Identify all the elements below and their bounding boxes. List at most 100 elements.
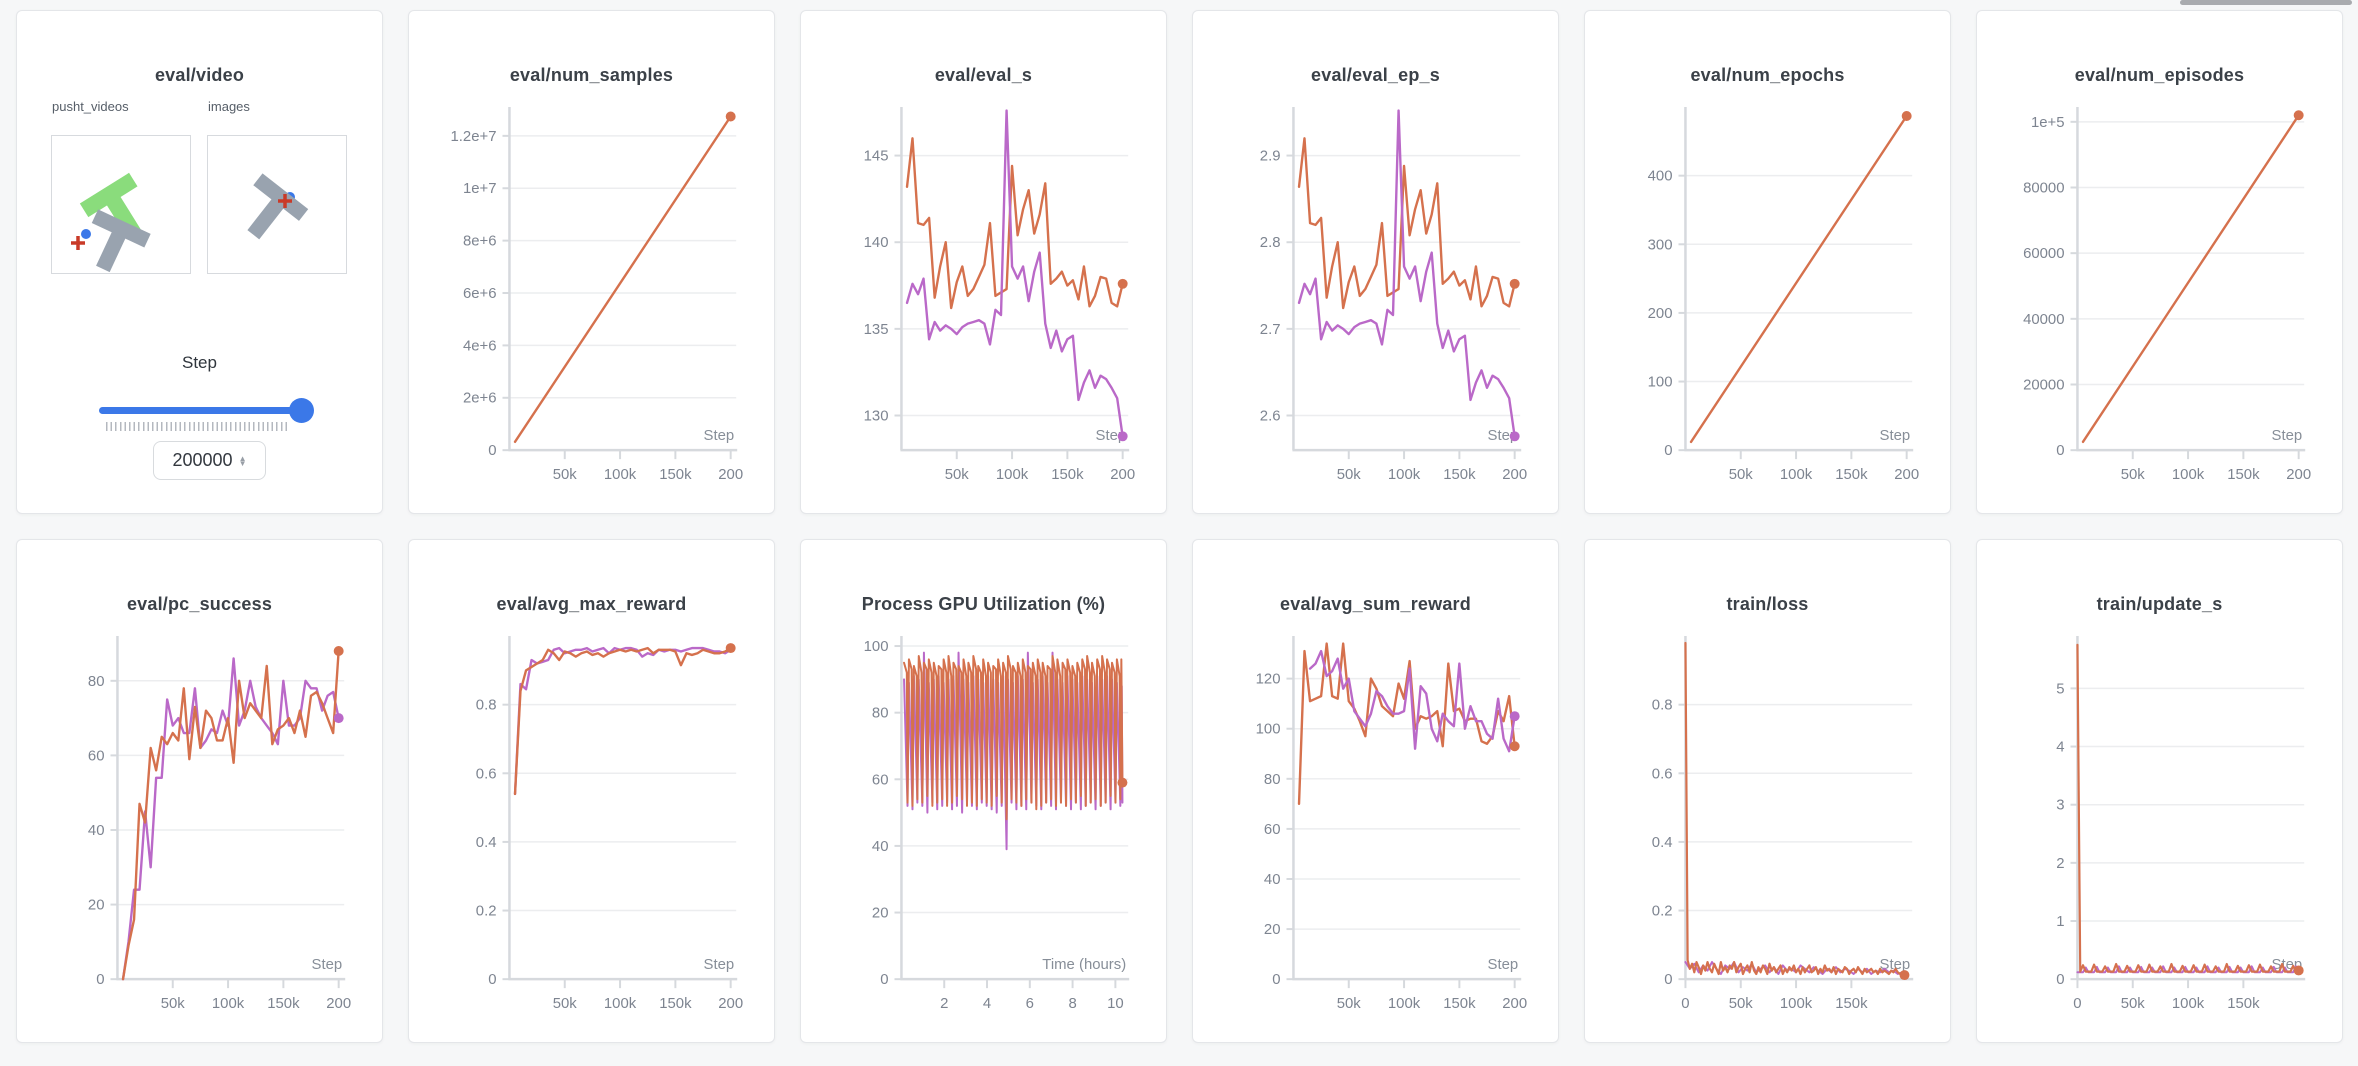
chart-panel-gpu-utilization: Process GPU Utilization (%) 0 20 40 60 80 100… (800, 539, 1167, 1043)
chart-eval-eval-ep-s[interactable]: 2.6 2.7 2.8 2.9 50k 100k 150k 200 Step (1193, 90, 1558, 508)
svg-text:200: 200 (1502, 467, 1527, 483)
stepper-spin-buttons[interactable]: ▲ ▼ (238, 453, 247, 468)
chart-eval-num-episodes[interactable]: 0 20000 40000 60000 80000 1e+5 50k 100k 150k 200 S… (1977, 90, 2342, 508)
svg-text:200: 200 (1648, 306, 1673, 322)
svg-text:0.6: 0.6 (476, 766, 497, 782)
gray-t-shape (247, 173, 309, 240)
svg-text:Step: Step (1880, 428, 1911, 444)
chevron-down-icon[interactable]: ▼ (238, 458, 247, 468)
chart-train-loss[interactable]: 0 0.2 0.4 0.6 0.8 0 50k 100k 150k Step (1585, 619, 1950, 1037)
chart-eval-pc-success[interactable]: 0 20 40 60 80 50k 100k 150k 200 Step (17, 619, 382, 1037)
svg-text:0: 0 (96, 972, 104, 988)
panel-title: eval/avg_sum_reward (1280, 594, 1471, 614)
svg-text:60000: 60000 (2023, 246, 2064, 262)
svg-text:1e+5: 1e+5 (2031, 115, 2065, 131)
svg-text:0: 0 (2056, 443, 2064, 459)
svg-text:0.8: 0.8 (1652, 698, 1673, 714)
chart-panel-train-update-s: train/update_s 0 1 2 3 4 5 0 50k 100k 150k Step (1976, 539, 2343, 1043)
step-value[interactable]: 200000 (172, 450, 233, 470)
gray-t-shape (91, 209, 151, 273)
chart-panel-train-loss: train/loss 0 0.2 0.4 0.6 0.8 0 50k 100k 150k Step (1584, 539, 1951, 1043)
svg-text:0: 0 (2056, 972, 2064, 988)
target-cross-icon (71, 236, 85, 250)
svg-text:Step: Step (704, 428, 735, 444)
svg-text:150k: 150k (1051, 467, 1084, 483)
svg-text:100k: 100k (1780, 467, 1813, 483)
svg-text:1.2e+7: 1.2e+7 (451, 129, 497, 145)
panel-title: eval/video (154, 65, 245, 85)
svg-text:2: 2 (2056, 856, 2064, 872)
step-slider-ruler (106, 422, 290, 431)
svg-text:100k: 100k (212, 996, 245, 1012)
svg-text:2.7: 2.7 (1260, 322, 1281, 338)
svg-text:100k: 100k (2172, 996, 2205, 1012)
svg-text:100k: 100k (1780, 996, 1813, 1012)
svg-text:0: 0 (1272, 972, 1280, 988)
panel-title: Process GPU Utilization (%) (861, 594, 1106, 614)
svg-text:100k: 100k (996, 467, 1029, 483)
svg-text:50k: 50k (1729, 467, 1754, 483)
svg-text:0.2: 0.2 (1652, 904, 1673, 920)
agent-dot (81, 229, 91, 239)
chart-eval-avg-max-reward[interactable]: 0 0.2 0.4 0.6 0.8 50k 100k 150k 200 Step (409, 619, 774, 1037)
svg-text:200: 200 (1110, 467, 1135, 483)
svg-text:0: 0 (2073, 996, 2081, 1012)
svg-text:Step: Step (312, 957, 343, 973)
images-scene-image (247, 173, 309, 240)
svg-text:50k: 50k (1337, 467, 1362, 483)
svg-text:Step: Step (1880, 957, 1911, 973)
svg-text:135: 135 (864, 322, 889, 338)
chart-eval-eval-s[interactable]: 130 135 140 145 50k 100k 150k 200 Step (801, 90, 1166, 508)
svg-text:200: 200 (718, 467, 743, 483)
step-slider-track[interactable] (99, 407, 301, 414)
chevron-up-icon[interactable]: ▲ (238, 453, 247, 463)
chart-eval-num-epochs[interactable]: 0 100 200 300 400 50k 100k 150k 200 Step (1585, 90, 1950, 508)
svg-text:60: 60 (1264, 822, 1281, 838)
svg-text:150k: 150k (1835, 996, 1868, 1012)
svg-text:0.4: 0.4 (476, 835, 497, 851)
svg-text:0: 0 (1664, 972, 1672, 988)
panel-title: eval/eval_s (934, 65, 1033, 85)
svg-text:100: 100 (864, 639, 889, 655)
svg-text:145: 145 (864, 149, 889, 165)
chart-panel-eval-avg-sum-reward: eval/avg_sum_reward 0 20 40 60 80 100 120 50k 10… (1192, 539, 1559, 1043)
svg-text:10: 10 (1107, 996, 1124, 1012)
panel-title: eval/pc_success (126, 594, 273, 614)
chart-panel-eval-eval-ep-s: eval/eval_ep_s 2.6 2.7 2.8 2.9 50k 100k 150k 20… (1192, 10, 1559, 514)
svg-text:130: 130 (864, 408, 889, 424)
svg-text:Step: Step (1488, 957, 1519, 973)
panel-title: train/update_s (2096, 594, 2223, 614)
svg-text:100k: 100k (604, 996, 637, 1012)
video-thumbnail-pusht[interactable] (51, 135, 191, 274)
chart-panel-eval-pc-success: eval/pc_success 0 20 40 60 80 50k 100k 150k 200 S… (16, 539, 383, 1043)
svg-text:60: 60 (872, 772, 889, 788)
svg-text:0.8: 0.8 (476, 698, 497, 714)
step-slider-handle[interactable] (289, 398, 314, 423)
svg-text:0: 0 (488, 972, 496, 988)
target-cross-icon (278, 194, 292, 208)
svg-text:200: 200 (1502, 996, 1527, 1012)
svg-text:150k: 150k (1443, 996, 1476, 1012)
chart-eval-avg-sum-reward[interactable]: 0 20 40 60 80 100 120 50k 100k 150k 200 Step (1193, 619, 1558, 1037)
svg-text:200: 200 (718, 996, 743, 1012)
svg-text:4: 4 (983, 996, 991, 1012)
svg-text:150k: 150k (1835, 467, 1868, 483)
svg-text:100k: 100k (1388, 996, 1421, 1012)
svg-text:2.8: 2.8 (1260, 235, 1281, 251)
panel-title: eval/eval_ep_s (1311, 65, 1440, 85)
svg-text:0.4: 0.4 (1652, 835, 1673, 851)
pusht-scene-image (71, 172, 151, 273)
svg-text:50k: 50k (945, 467, 970, 483)
svg-text:6e+6: 6e+6 (463, 286, 497, 302)
svg-text:0: 0 (880, 972, 888, 988)
chart-gpu-utilization[interactable]: 0 20 40 60 80 100 2 4 6 8 10 Time (hours) (801, 619, 1166, 1037)
svg-text:4e+6: 4e+6 (463, 338, 497, 354)
step-value-input[interactable]: 200000 ▲ ▼ (153, 441, 266, 480)
svg-text:100: 100 (1256, 722, 1281, 738)
horizontal-scrollbar-thumb[interactable] (2180, 0, 2352, 5)
chart-eval-num-samples[interactable]: 0 2e+6 4e+6 6e+6 8e+6 1e+7 1.2e+7 50k 100k 150k 20… (409, 90, 774, 508)
svg-text:150k: 150k (2227, 467, 2260, 483)
thumb-label-images: images (208, 99, 250, 114)
video-thumbnail-images[interactable] (207, 135, 347, 274)
